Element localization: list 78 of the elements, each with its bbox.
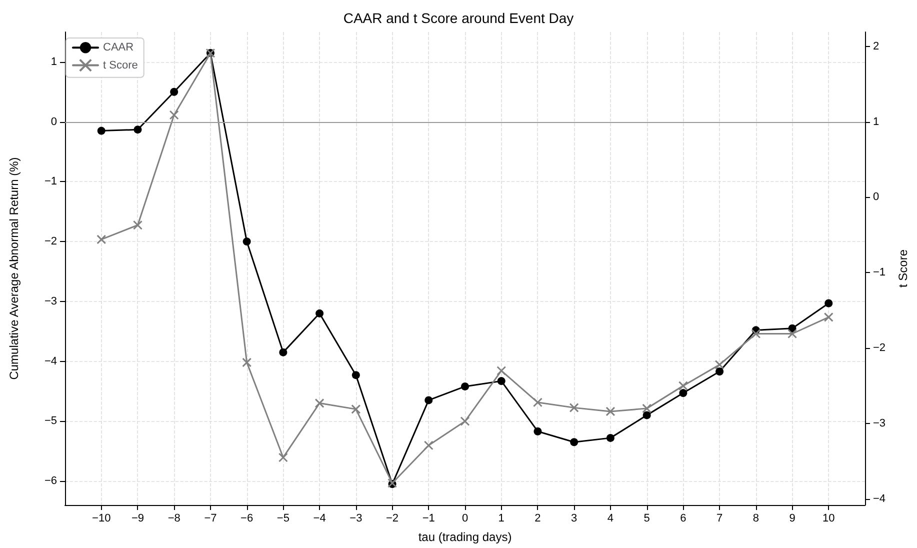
y-tick-label: −2 [44, 236, 57, 248]
y2-tick-label: −1 [873, 266, 886, 279]
legend-label: CAAR [103, 42, 134, 54]
point [134, 126, 142, 134]
point [532, 398, 542, 408]
x-tick-label: −3 [350, 512, 362, 524]
y2-tick-label: 0 [873, 191, 880, 204]
point [351, 404, 361, 414]
y-tick-label: −1 [44, 176, 57, 188]
point [569, 402, 579, 412]
point [96, 234, 106, 244]
point [97, 126, 106, 135]
x-tick-label: −6 [240, 512, 254, 524]
y2-tick-label: 1 [873, 116, 880, 128]
x-tick-label: 4 [607, 512, 614, 524]
point [824, 299, 833, 308]
point [679, 389, 688, 398]
x-tick-label: −4 [313, 512, 326, 524]
x-tick-label: 10 [822, 512, 835, 524]
point [132, 220, 142, 230]
point [352, 371, 360, 380]
point [534, 427, 542, 436]
x-tick-label: 2 [534, 512, 541, 524]
x-tick-label: −8 [168, 512, 180, 524]
point [314, 398, 324, 408]
point [170, 88, 178, 96]
point [279, 348, 288, 356]
x-tick-label: 8 [752, 512, 759, 524]
y-tick-label: 1 [50, 56, 57, 68]
y-tick-label: 0 [50, 116, 57, 128]
x-tick-label: 1 [498, 512, 504, 524]
point [824, 312, 834, 322]
point [242, 358, 252, 368]
point [497, 377, 506, 386]
point [570, 438, 578, 446]
point [424, 440, 434, 450]
y2-axis-title: t Score [896, 249, 910, 288]
chart-title: CAAR and t Score around Event Day [343, 10, 574, 26]
x-tick-label: −1 [422, 512, 435, 524]
point [460, 416, 470, 426]
legend-label: t Score [103, 59, 138, 72]
point [278, 452, 288, 462]
x-tick-label: 3 [571, 512, 578, 524]
y-tick-label: −5 [44, 415, 57, 428]
x-tick-label: 9 [789, 512, 796, 524]
point [751, 329, 761, 339]
x-tick-label: 6 [680, 512, 686, 524]
point [496, 366, 506, 376]
x-axis-title: tau (trading days) [418, 530, 512, 544]
y2-tick-label: −2 [873, 342, 886, 354]
x-tick-label: 7 [716, 512, 723, 524]
y-tick-label: −6 [44, 475, 57, 488]
point [642, 411, 651, 420]
y-tick-label: −3 [44, 295, 57, 308]
point [606, 406, 616, 416]
x-tick-label: −7 [204, 512, 217, 524]
point [424, 396, 433, 404]
point [714, 360, 724, 370]
y2-tick-label: −4 [873, 492, 886, 505]
y2-tick-label: 2 [873, 40, 880, 52]
x-tick-label: 0 [462, 512, 468, 524]
x-tick-label: −9 [131, 512, 144, 524]
y-tick-label: −4 [44, 355, 57, 368]
point [606, 434, 614, 442]
y-axis-title: Cumulative Average Abnormal Return (%) [7, 157, 21, 380]
x-tick-label: −5 [276, 512, 290, 524]
x-tick-label: −2 [386, 512, 399, 524]
x-tick-label: 5 [644, 512, 650, 524]
point [642, 404, 652, 414]
point [716, 367, 724, 376]
point [242, 238, 251, 246]
point [169, 110, 179, 120]
point [788, 329, 798, 339]
y2-tick-label: −3 [873, 418, 886, 430]
point [678, 381, 688, 391]
x-tick-label: −10 [92, 512, 111, 524]
point [316, 309, 324, 318]
point [461, 382, 469, 390]
